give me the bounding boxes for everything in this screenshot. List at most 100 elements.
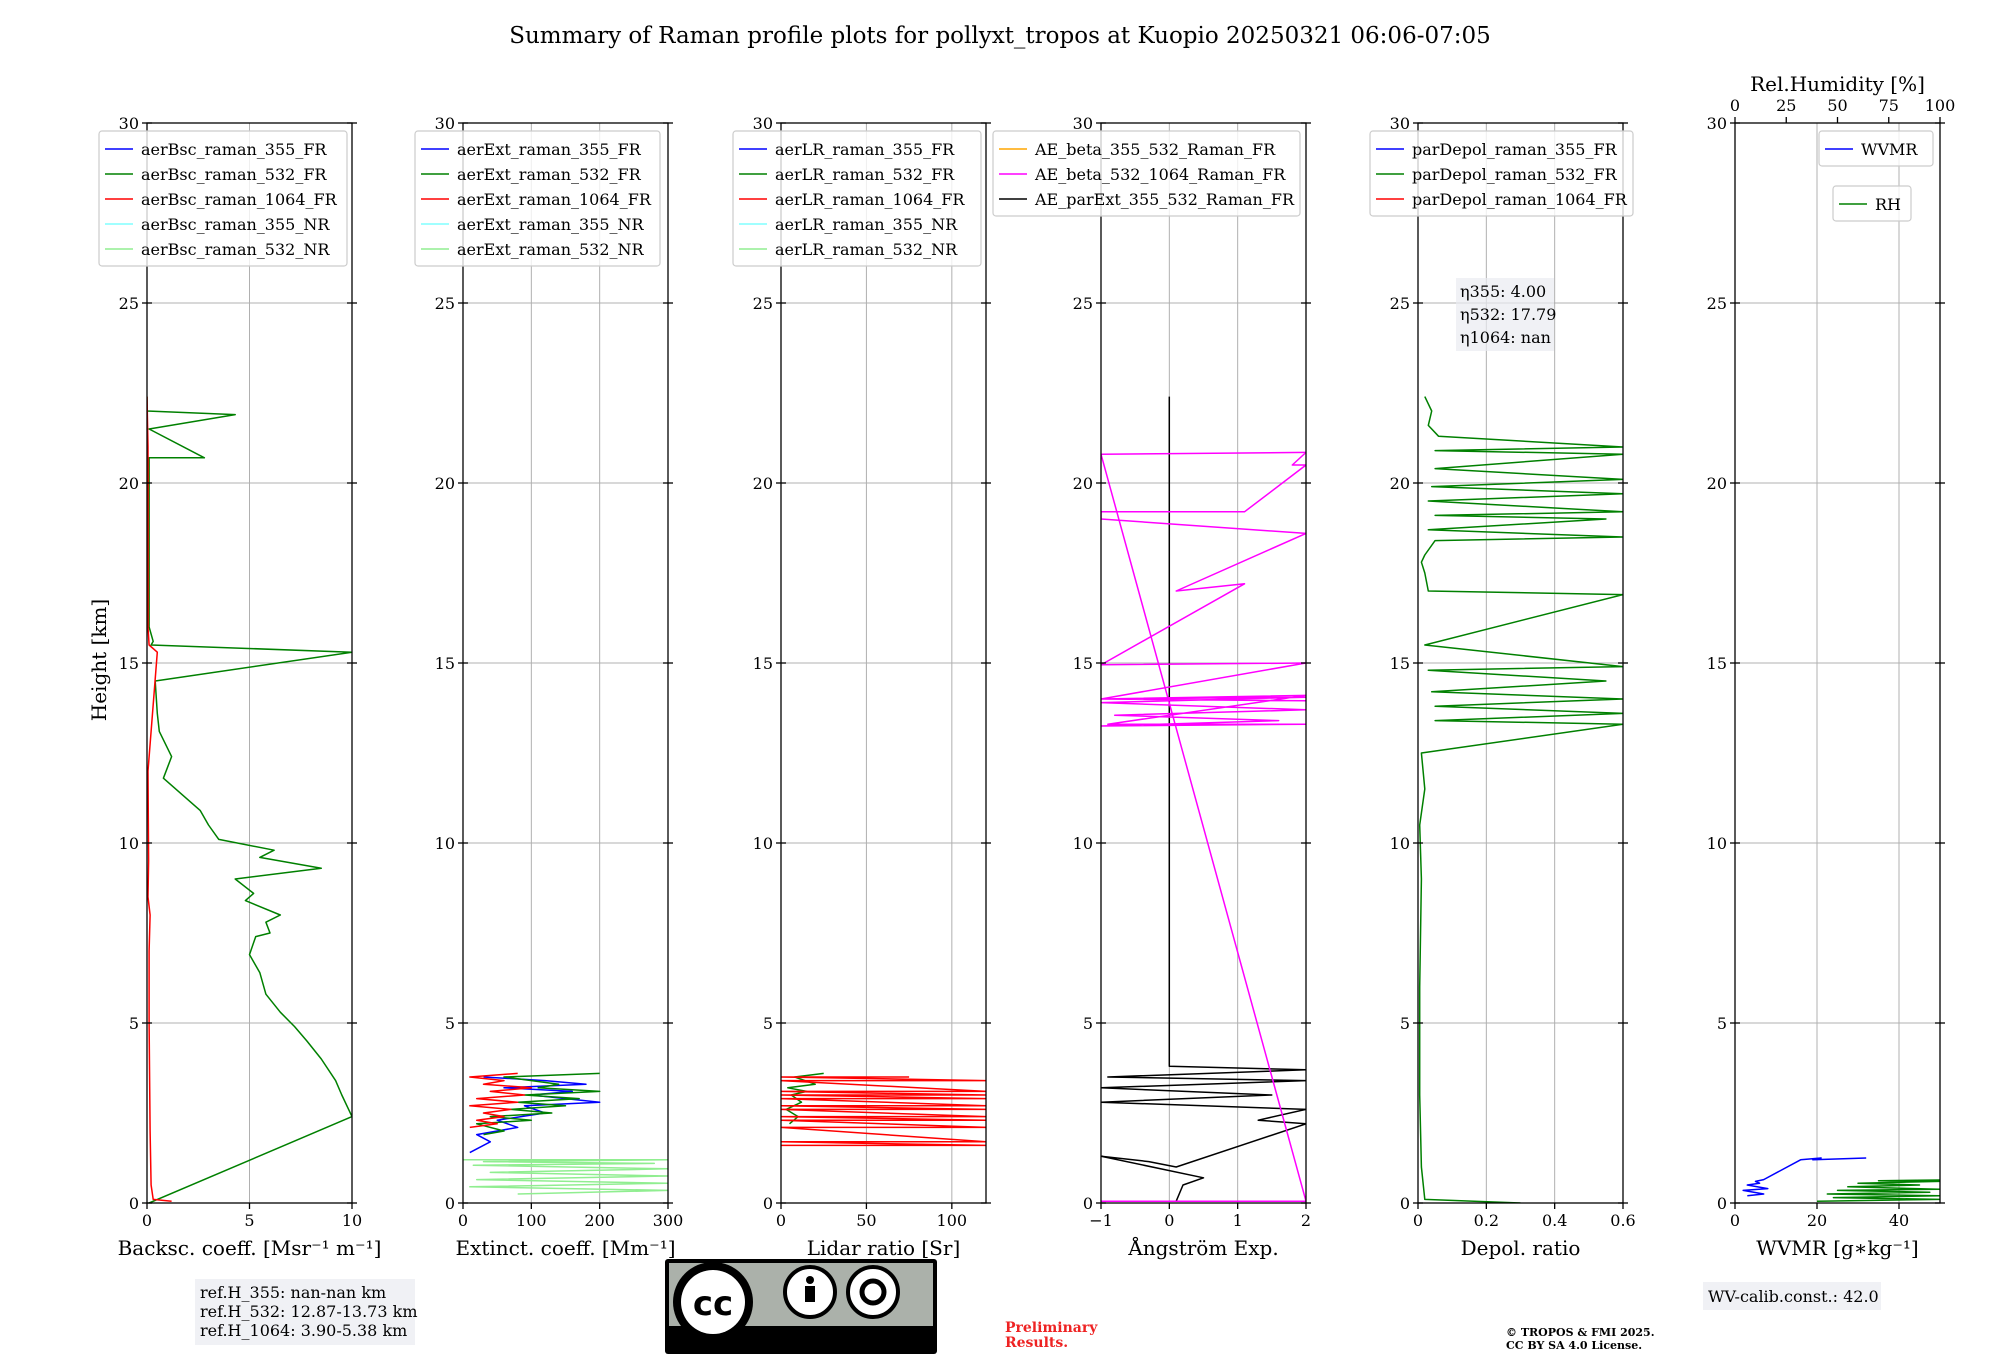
x-tick-label: 200 <box>584 1211 615 1230</box>
x-tick-label: 0.6 <box>1610 1211 1635 1230</box>
y-tick-label: 10 <box>435 834 455 853</box>
share-alike-icon <box>846 1265 900 1319</box>
eta-label: η1064: nan <box>1460 328 1551 347</box>
y-tick-label: 5 <box>1083 1014 1093 1033</box>
y-tick-label: 20 <box>753 474 773 493</box>
y-tick-label: 15 <box>1390 654 1410 673</box>
legend-wvmr: WVMR <box>1818 130 1934 167</box>
y-tick-label: 20 <box>119 474 139 493</box>
y-tick-label: 30 <box>119 114 139 133</box>
legend-label: aerBsc_raman_355_FR <box>141 140 327 159</box>
ref-height-532: ref.H_532: 12.87-13.73 km <box>200 1302 418 1321</box>
legend-label: aerLR_raman_355_NR <box>775 215 958 234</box>
y-tick-label: 25 <box>1390 294 1410 313</box>
y-tick-label: 10 <box>1707 834 1727 853</box>
y-tick-label: 0 <box>763 1194 773 1213</box>
y-tick-label: 25 <box>753 294 773 313</box>
y-tick-label: 5 <box>445 1014 455 1033</box>
top-x-tick-label: 25 <box>1776 96 1796 115</box>
legend: parDepol_raman_355_FR parDepol_raman_532_… <box>1369 130 1634 217</box>
legend-label: aerBsc_raman_532_NR <box>141 240 330 259</box>
x-tick-label: 100 <box>516 1211 547 1230</box>
y-tick-label: 30 <box>435 114 455 133</box>
series-group <box>1742 1157 1940 1202</box>
x-tick-label: −1 <box>1089 1211 1113 1230</box>
legend-label: aerLR_raman_355_FR <box>775 140 955 159</box>
x-tick-label: 100 <box>937 1211 968 1230</box>
series-aerExt_raman_532_NR <box>463 1159 668 1195</box>
series-group <box>463 1072 668 1195</box>
y-tick-label: 20 <box>1707 474 1727 493</box>
x-tick-label: 0 <box>142 1211 152 1230</box>
legend: aerBsc_raman_355_FR aerBsc_raman_532_FRae… <box>98 130 348 267</box>
legend-label: aerExt_raman_355_NR <box>457 215 645 234</box>
legend-frame <box>992 130 1301 217</box>
legend-label: WVMR <box>1861 140 1918 159</box>
legend: AE_beta_355_532_Raman_FR AE_beta_532_1064… <box>992 130 1301 217</box>
x-tick-label: 50 <box>856 1211 876 1230</box>
y-tick-label: 5 <box>763 1014 773 1033</box>
legend-label: aerBsc_raman_1064_FR <box>141 190 338 209</box>
legend-label: parDepol_raman_532_FR <box>1412 165 1618 184</box>
legend-frame <box>1832 185 1912 222</box>
panel-3: 0 5 10 15 20 25 30 0 50 100 Lidar ratio [Sr] aerLR_… <box>732 114 991 1260</box>
y-tick-label: 20 <box>1073 474 1093 493</box>
series-aerExt_raman_1064_FR <box>469 1072 533 1129</box>
y-tick-label: 10 <box>119 834 139 853</box>
y-tick-label: 20 <box>1390 474 1410 493</box>
series-parDepol_raman_532_FR <box>1418 396 1623 1203</box>
series-WVMR <box>1742 1157 1867 1197</box>
legend-label: aerExt_raman_532_NR <box>457 240 645 259</box>
legend-label: aerLR_raman_532_FR <box>775 165 955 184</box>
by-text: BY <box>796 1329 823 1351</box>
x-tick-label: 0 <box>458 1211 468 1230</box>
y-tick-label: 25 <box>119 294 139 313</box>
series-AE_parExt_355_532_Raman_FR <box>1101 396 1306 1202</box>
wv-calib-box <box>1703 1282 1881 1310</box>
wv-calib-label: WV-calib.const.: 42.0 <box>1708 1287 1879 1306</box>
eta-label: η532: 17.79 <box>1460 305 1556 324</box>
top-x-axis-label: Rel.Humidity [%] <box>1750 72 1925 96</box>
y-tick-label: 0 <box>445 1194 455 1213</box>
x-tick-label: 0 <box>1164 1211 1174 1230</box>
eta-label: η355: 4.00 <box>1460 282 1546 301</box>
series-AE_beta_532_1064_Raman_FR <box>1101 451 1306 1202</box>
x-tick-label: 0 <box>776 1211 786 1230</box>
series-RH <box>1816 1179 1940 1202</box>
x-tick-label: 20 <box>1807 1211 1827 1230</box>
x-tick-label: 0 <box>1413 1211 1423 1230</box>
preliminary-line-1: Preliminary <box>1005 1320 1098 1336</box>
y-tick-label: 5 <box>129 1014 139 1033</box>
ref-height-1064: ref.H_1064: 3.90-5.38 km <box>200 1321 407 1340</box>
x-tick-label: 0.2 <box>1474 1211 1499 1230</box>
ref-height-box <box>195 1279 415 1345</box>
legend-label: aerBsc_raman_532_FR <box>141 165 327 184</box>
cc-text: cc <box>693 1284 733 1324</box>
figure-title: Summary of Raman profile plots for polly… <box>509 23 1491 49</box>
series-aerExt_raman_532_FR <box>475 1072 601 1136</box>
x-axis-label: Depol. ratio <box>1461 1236 1581 1260</box>
legend-label: AE_parExt_355_532_Raman_FR <box>1034 190 1295 209</box>
series-group <box>147 396 352 1203</box>
y-axis-label: Height [km] <box>87 599 111 721</box>
x-tick-label: 300 <box>653 1211 684 1230</box>
legend-label: aerExt_raman_1064_FR <box>457 190 652 209</box>
ref-height-355: ref.H_355: nan-nan km <box>200 1283 386 1302</box>
legend-frame <box>1369 130 1634 217</box>
y-tick-label: 25 <box>1707 294 1727 313</box>
legend-label: parDepol_raman_1064_FR <box>1412 190 1628 209</box>
x-tick-label: 0 <box>1730 1211 1740 1230</box>
legend-label: aerLR_raman_1064_FR <box>775 190 965 209</box>
x-tick-label: 1 <box>1233 1211 1243 1230</box>
y-tick-label: 0 <box>1717 1194 1727 1213</box>
legend-frame <box>1818 130 1934 167</box>
series-aerExt_raman_355_FR <box>469 1076 601 1154</box>
y-tick-label: 0 <box>129 1194 139 1213</box>
top-x-tick-label: 75 <box>1879 96 1899 115</box>
copyright-line-1: © TROPOS & FMI 2025. <box>1506 1326 1655 1339</box>
x-axis-label: Extinct. coeff. [Mm⁻¹] <box>455 1236 675 1260</box>
y-tick-label: 5 <box>1400 1014 1410 1033</box>
legend-frame <box>414 130 661 267</box>
top-x-tick-label: 50 <box>1827 96 1847 115</box>
